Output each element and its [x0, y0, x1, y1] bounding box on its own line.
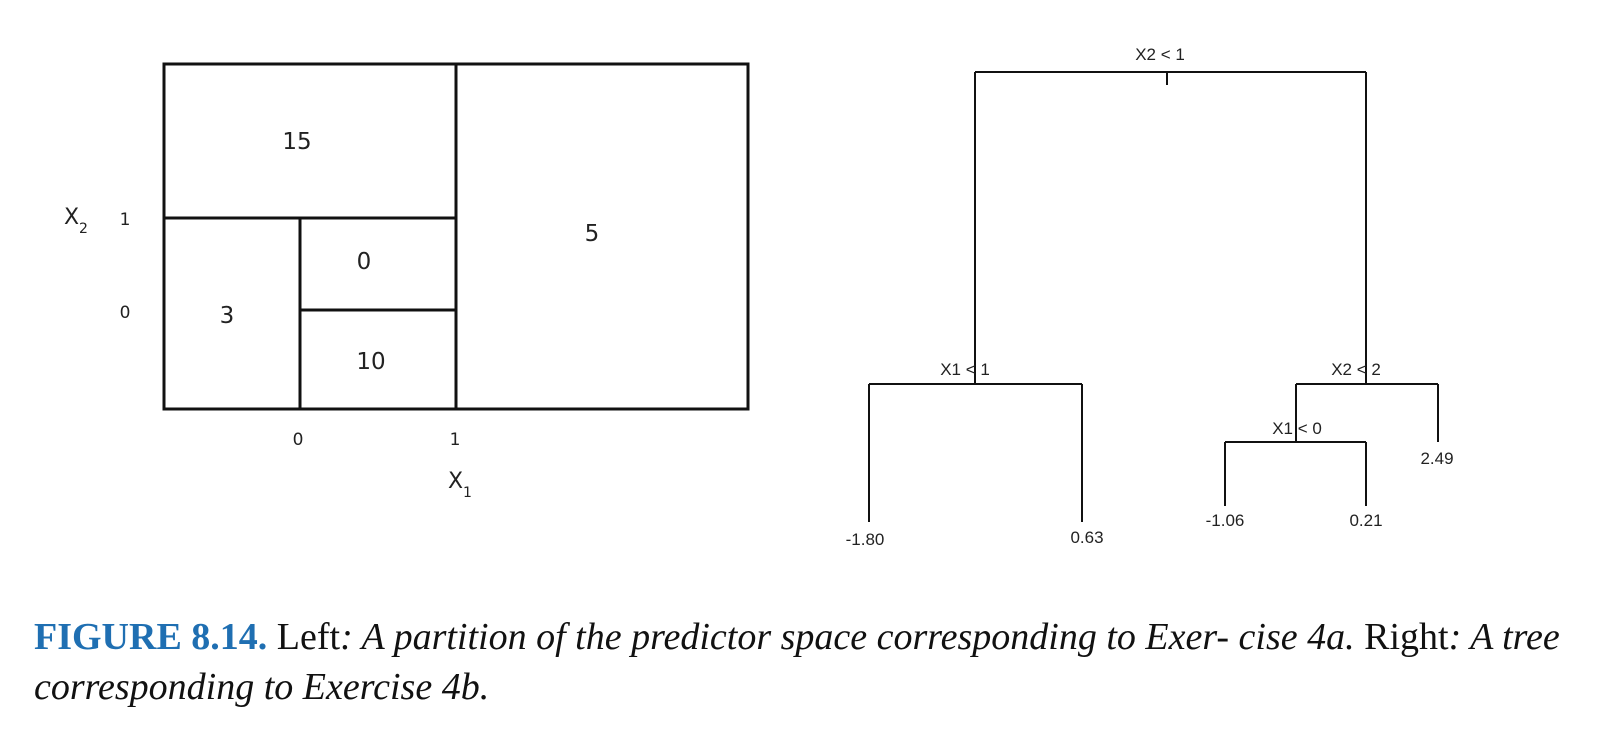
figure-caption: FIGURE 8.14. Left: A partition of the pr…: [34, 612, 1574, 712]
caption-left-word: Left: [276, 616, 341, 658]
leaf-value-0-63: 0.63: [1070, 528, 1103, 547]
leaf-value-0-21: 0.21: [1349, 511, 1382, 530]
x2-axis-label-main: X: [64, 205, 79, 230]
x2-axis-label: X 2: [64, 205, 88, 237]
caption-right-word: Right: [1364, 616, 1449, 658]
x2-axis-label-sub: 2: [79, 221, 88, 237]
figure-label: FIGURE 8.14.: [34, 616, 268, 658]
x1-tick-1: 1: [450, 430, 461, 450]
split-label-root: X2 < 1: [1135, 45, 1185, 64]
x1-tick-0: 0: [293, 430, 304, 450]
region-value-3: 3: [220, 303, 235, 329]
region-value-10: 10: [356, 349, 385, 375]
leaf-value-neg-1-80: -1.80: [846, 530, 885, 549]
tree-diagram: [868, 71, 1439, 522]
x1-axis-label-sub: 1: [463, 485, 472, 501]
leaf-value-2-49: 2.49: [1420, 449, 1453, 468]
x2-tick-1: 1: [120, 210, 131, 230]
region-value-15: 15: [282, 129, 311, 155]
x1-axis-label: X 1: [448, 469, 472, 501]
split-label-left: X1 < 1: [940, 360, 990, 379]
partition-diagram: [162, 62, 750, 411]
x2-tick-0: 0: [120, 303, 131, 323]
x1-axis-label-main: X: [448, 469, 463, 494]
split-label-right: X2 < 2: [1331, 360, 1381, 379]
caption-right-text: : A tree corresponding to Exercise 4b.: [34, 616, 1560, 708]
split-label-right-left: X1 < 0: [1272, 419, 1322, 438]
region-value-0: 0: [357, 249, 372, 275]
caption-left-text: : A partition of the predictor space cor…: [340, 616, 1355, 658]
leaf-value-neg-1-06: -1.06: [1206, 511, 1245, 530]
region-value-5: 5: [585, 221, 600, 247]
